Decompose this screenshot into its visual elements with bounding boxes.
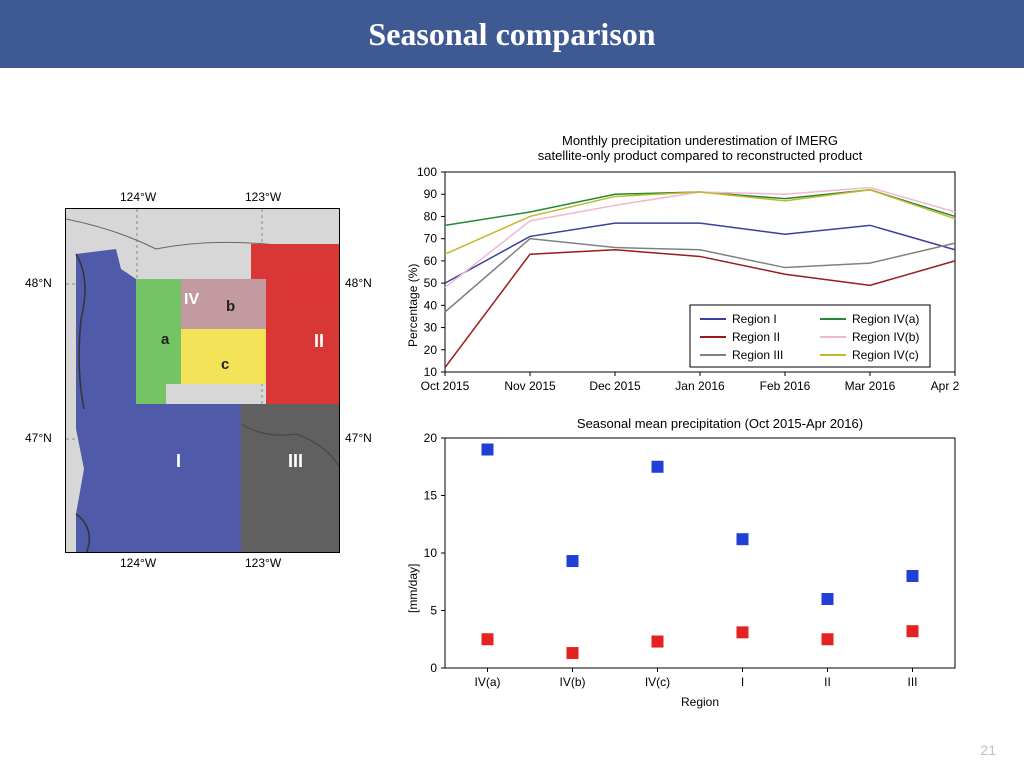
svg-text:5: 5 — [430, 604, 437, 618]
scatter-chart-svg: 05101520IV(a)IV(b)IV(c)IIIIIIRegion — [400, 433, 960, 713]
map-lat-label-2r: 47°N — [345, 431, 372, 445]
page-number: 21 — [980, 742, 996, 758]
line-chart-ylabel: Percentage (%) — [406, 264, 420, 347]
map-lat-label-1: 48°N — [25, 276, 52, 290]
svg-text:Mar 2016: Mar 2016 — [845, 379, 896, 393]
map-lat-label-2: 47°N — [25, 431, 52, 445]
svg-text:III: III — [907, 675, 917, 689]
svg-text:80: 80 — [424, 209, 438, 223]
svg-text:40: 40 — [424, 298, 438, 312]
svg-text:I: I — [741, 675, 744, 689]
svg-text:60: 60 — [424, 254, 438, 268]
svg-text:IV(a): IV(a) — [474, 675, 500, 689]
svg-text:II: II — [824, 675, 831, 689]
line-chart: Monthly precipitation underestimation of… — [400, 133, 1000, 397]
svg-text:IV: IV — [184, 291, 199, 308]
svg-text:Region IV(b): Region IV(b) — [852, 330, 919, 344]
svg-text:90: 90 — [424, 187, 438, 201]
svg-text:IV(c): IV(c) — [645, 675, 670, 689]
page-title: Seasonal comparison — [368, 16, 655, 53]
svg-text:20: 20 — [424, 343, 438, 357]
svg-text:Oct 2015: Oct 2015 — [421, 379, 470, 393]
svg-text:b: b — [226, 298, 235, 315]
scatter-chart: Seasonal mean precipitation (Oct 2015-Ap… — [400, 416, 1000, 713]
svg-text:10: 10 — [424, 546, 438, 560]
title-bar: Seasonal comparison — [0, 0, 1024, 68]
map-lon-label-1b: 124°W — [120, 556, 156, 570]
line-chart-svg: 10 20 30 40 50 60 70 80 90 100 Oct 2015 Nov 2015 Dec… — [400, 167, 960, 397]
line-chart-title-1: Monthly precipitation underestimation of… — [400, 133, 1000, 148]
svg-text:50: 50 — [424, 276, 438, 290]
svg-text:Dec 2015: Dec 2015 — [589, 379, 641, 393]
svg-text:IV(b): IV(b) — [559, 675, 585, 689]
scatter-chart-ylabel: [mm/day] — [406, 564, 420, 613]
svg-text:100: 100 — [417, 167, 437, 179]
svg-text:III: III — [288, 451, 303, 471]
svg-text:0: 0 — [430, 661, 437, 675]
svg-text:Jan 2016: Jan 2016 — [675, 379, 725, 393]
svg-text:a: a — [161, 331, 170, 348]
svg-text:Region II: Region II — [732, 330, 780, 344]
map-svg: I II III IV a b c — [66, 209, 340, 553]
map-lon-label-1: 124°W — [120, 190, 156, 204]
map-frame: I II III IV a b c — [65, 208, 340, 553]
svg-text:30: 30 — [424, 321, 438, 335]
svg-text:20: 20 — [424, 433, 438, 445]
svg-text:Apr 2016: Apr 2016 — [931, 379, 960, 393]
svg-text:II: II — [314, 331, 324, 351]
svg-text:Region IV(a): Region IV(a) — [852, 312, 919, 326]
svg-text:70: 70 — [424, 232, 438, 246]
line-chart-title-2: satellite-only product compared to recon… — [400, 148, 1000, 163]
content-area: 124°W 123°W — [0, 68, 1024, 768]
svg-text:Region: Region — [681, 695, 719, 709]
map-lon-label-2b: 123°W — [245, 556, 281, 570]
svg-text:c: c — [221, 356, 229, 373]
map-lat-label-1r: 48°N — [345, 276, 372, 290]
svg-text:Feb 2016: Feb 2016 — [760, 379, 811, 393]
svg-text:10: 10 — [424, 365, 438, 379]
map-panel: 124°W 123°W — [65, 208, 365, 553]
svg-text:Region I: Region I — [732, 312, 777, 326]
svg-text:15: 15 — [424, 489, 438, 503]
svg-text:Region III: Region III — [732, 348, 783, 362]
svg-text:Region IV(c): Region IV(c) — [852, 348, 919, 362]
svg-text:I: I — [176, 451, 181, 471]
scatter-chart-title: Seasonal mean precipitation (Oct 2015-Ap… — [400, 416, 1000, 431]
svg-text:Nov 2015: Nov 2015 — [504, 379, 556, 393]
map-lon-label-2: 123°W — [245, 190, 281, 204]
